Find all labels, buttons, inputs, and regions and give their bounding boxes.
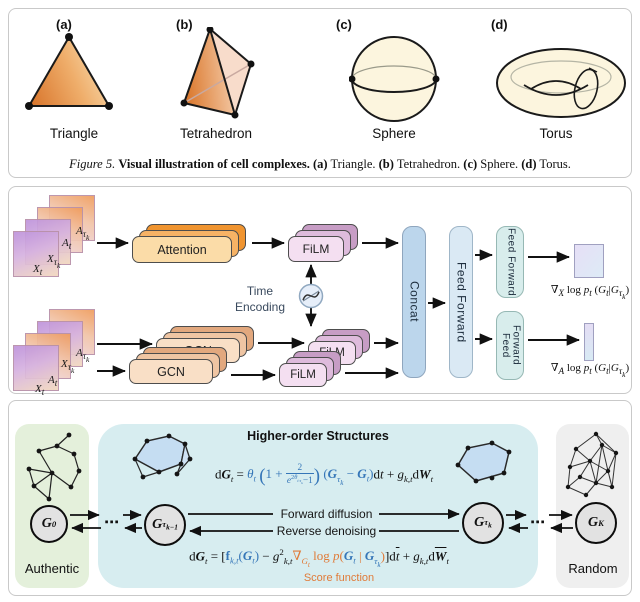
gcn-layer-front: GCN xyxy=(129,359,213,384)
film-layer-front: FiLM xyxy=(288,236,344,262)
label-sphere: Sphere xyxy=(372,126,416,141)
score-output-a-icon xyxy=(584,323,594,361)
input-label: At xyxy=(48,374,58,389)
attention-block: Attention xyxy=(132,224,246,263)
ellipsis: ⋯ xyxy=(104,513,119,531)
score-output-a-label: ∇A log pt (Gt|Gτk) xyxy=(550,362,630,380)
input-label: Xτk xyxy=(61,358,75,376)
feature-tensor-icon xyxy=(13,231,59,277)
input-label: Xt xyxy=(33,263,43,278)
gcn-label: GCN xyxy=(157,364,185,379)
concat-label: Concat xyxy=(407,281,422,323)
tetrahedron-icon xyxy=(180,27,255,119)
sphere-icon xyxy=(349,36,440,122)
score-output-x-icon xyxy=(574,244,604,278)
random-graph-icon xyxy=(565,431,619,498)
higher-order-structures-title: Higher-order Structures xyxy=(247,429,389,443)
authentic-label: Authentic xyxy=(24,561,80,576)
input-label: At xyxy=(62,237,72,252)
input-label: Xτk xyxy=(47,253,61,271)
tag-a: (a) xyxy=(56,17,72,32)
sinusoid-icon xyxy=(298,283,324,309)
tag-b: (b) xyxy=(176,17,193,32)
diffusion-arrows-layer xyxy=(70,508,573,537)
label-torus: Torus xyxy=(539,126,573,141)
random-label: Random xyxy=(568,561,618,576)
cell-complex-graph-icon xyxy=(455,440,512,484)
time-encoding-label: Time Encoding xyxy=(234,284,286,315)
attention-label: Attention xyxy=(157,242,207,257)
feed-forward-label: Feed Forward xyxy=(454,261,469,343)
cell-complex-graph-icon xyxy=(132,433,193,480)
film-block-top: FiLM xyxy=(288,224,358,262)
triangle-icon xyxy=(25,33,113,110)
flow-arrows-layer xyxy=(97,237,580,381)
tag-c: (c) xyxy=(336,17,352,32)
concat-block: Concat xyxy=(402,226,426,378)
label-triangle: Triangle xyxy=(49,126,99,141)
reverse-denoising-label: Reverse denoising xyxy=(276,524,377,538)
input-label: Xt xyxy=(35,383,45,398)
film-label: FiLM xyxy=(290,369,316,381)
figure-caption: Figure 5. Visual illustration of cell co… xyxy=(69,157,571,171)
torus-icon xyxy=(496,48,626,118)
feature-tensor-icon xyxy=(13,345,59,391)
forward-diffusion-label: Forward diffusion xyxy=(280,507,373,521)
input-stack-bottom: Aτk Xτk At Xt xyxy=(13,309,99,398)
label-tetrahedron: Tetrahedron xyxy=(179,126,253,141)
film-block-bottom-lower: FiLM xyxy=(279,351,341,387)
ellipsis: ⋯ xyxy=(530,513,545,531)
attention-layer-front: Attention xyxy=(132,236,232,263)
feed-forward-block-x: Feed Forward xyxy=(496,226,524,298)
feed-forward-block-a: Feed Forward xyxy=(496,311,524,380)
feed-forward-label: Feed Forward xyxy=(505,227,517,297)
score-function-label: Score function xyxy=(303,572,375,584)
feed-forward-block-main: Feed Forward xyxy=(449,226,473,378)
input-label: Aτk xyxy=(76,347,90,365)
input-stack-top: Aτk At Xτk Xt xyxy=(13,195,99,281)
gcn-block-lower: GCN xyxy=(129,347,227,384)
input-label: Aτk xyxy=(76,225,90,243)
panel-cell-complexes: (a) (b) (c) (d) xyxy=(8,8,632,178)
panel-architecture: Aτk At Xτk Xt Aτk Xτk At Xt Attention xyxy=(8,186,632,398)
film-layer-front: FiLM xyxy=(279,363,327,387)
feed-forward-label: Feed Forward xyxy=(500,325,522,366)
forward-sde-equation: dGt = θt (1 + 2 e2θt:τk−1) (Gτk − Gt)dt +… xyxy=(214,463,434,487)
tag-d: (d) xyxy=(491,17,508,32)
reverse-sde-equation: dGt = [fk,t(Gt) − g2k,t∇Gt log p(Gt | Gτ… xyxy=(189,547,449,569)
score-output-x-label: ∇X log pt (Gt|Gτk) xyxy=(550,284,630,302)
film-label: FiLM xyxy=(302,242,330,256)
authentic-graph-icon xyxy=(26,432,82,502)
